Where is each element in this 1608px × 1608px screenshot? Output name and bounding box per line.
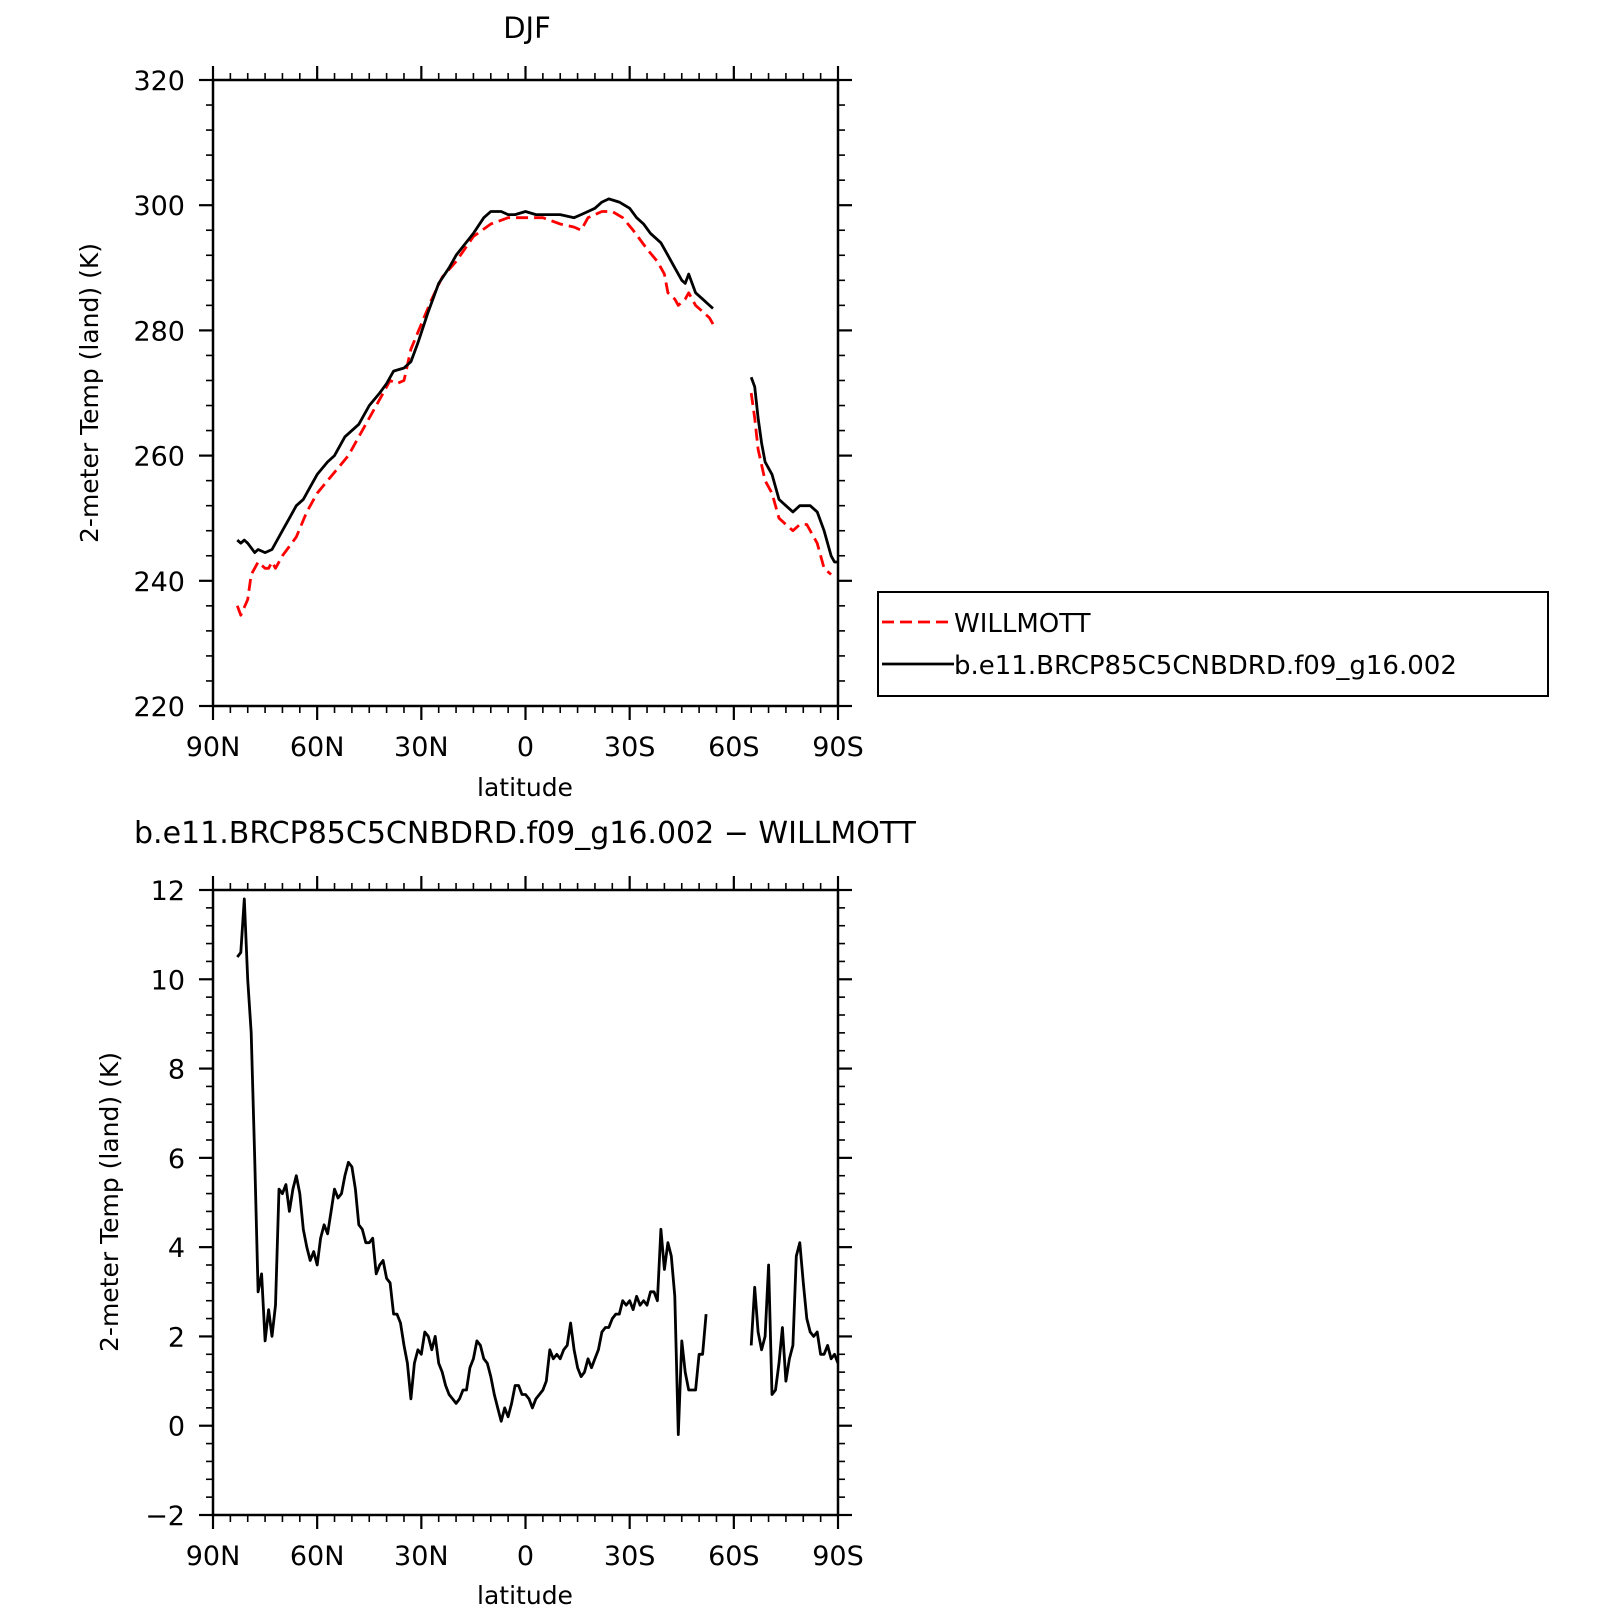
series-line-model-segment-0: [236, 897, 708, 1436]
plot-frame: [211, 888, 840, 1517]
x-tick-label: 0: [517, 1541, 534, 1572]
x-tick-label: 30S: [604, 1541, 656, 1572]
y-tick-label: 4: [168, 1233, 185, 1264]
x-tick-label: 0: [517, 732, 534, 763]
difference-panel: b.e11.BRCP85C5CNBDRD.f09_g16.002 − WILLM…: [95, 816, 917, 1608]
y-tick-label: −2: [145, 1501, 185, 1532]
series-line-model-segment-1: [749, 1241, 840, 1396]
plot-frame: [211, 78, 840, 708]
y-tick-label: 2: [168, 1322, 185, 1353]
legend: WILLMOTT b.e11.BRCP85C5CNBDRD.f09_g16.00…: [877, 591, 1549, 697]
y-tick-label: 12: [151, 876, 185, 907]
x-tick-label: 60N: [290, 1541, 345, 1572]
x-tick-label: 60N: [290, 732, 345, 763]
x-tick-label: 30N: [394, 732, 449, 763]
panel-title: b.e11.BRCP85C5CNBDRD.f09_g16.002 − WILLM…: [134, 816, 917, 851]
x-tick-label: 30N: [394, 1541, 449, 1572]
y-tick-label: 8: [168, 1055, 185, 1086]
series-line-willmott-segment-0: [235, 210, 715, 617]
legend-box: [877, 591, 1549, 697]
y-tick-label: 220: [133, 692, 185, 723]
series-line-model-segment-1: [749, 376, 838, 564]
y-tick-label: 240: [133, 567, 185, 598]
x-axis-label: latitude: [477, 773, 573, 802]
x-tick-label: 90S: [812, 732, 864, 763]
y-tick-label: 320: [133, 66, 185, 97]
x-tick-label: 90N: [186, 732, 241, 763]
y-axis-label: 2-meter Temp (land) (K): [95, 1052, 124, 1352]
x-axis-label: latitude: [477, 1581, 573, 1608]
y-tick-label: 280: [133, 316, 185, 347]
y-tick-label: 0: [168, 1412, 185, 1443]
y-tick-label: 6: [168, 1144, 185, 1175]
y-tick-label: 10: [151, 965, 185, 996]
series-line-willmott-segment-1: [749, 392, 833, 576]
y-tick-label: 300: [133, 191, 185, 222]
panel-title: DJF: [503, 11, 551, 45]
x-tick-label: 90S: [812, 1541, 864, 1572]
x-tick-label: 30S: [604, 732, 656, 763]
x-tick-label: 60S: [708, 1541, 760, 1572]
x-tick-label: 60S: [708, 732, 760, 763]
legend-label-willmott: WILLMOTT: [954, 609, 1091, 639]
series-line-model-segment-0: [236, 197, 714, 554]
y-tick-label: 260: [133, 442, 185, 473]
x-tick-label: 90N: [186, 1541, 241, 1572]
legend-label-model: b.e11.BRCP85C5CNBDRD.f09_g16.002: [954, 651, 1457, 681]
y-axis-label: 2-meter Temp (land) (K): [75, 243, 104, 543]
temperature-panel: DJF 220 240 260 280 300 320 90N 60N 30N 0 30S 60S 9…: [75, 11, 864, 802]
